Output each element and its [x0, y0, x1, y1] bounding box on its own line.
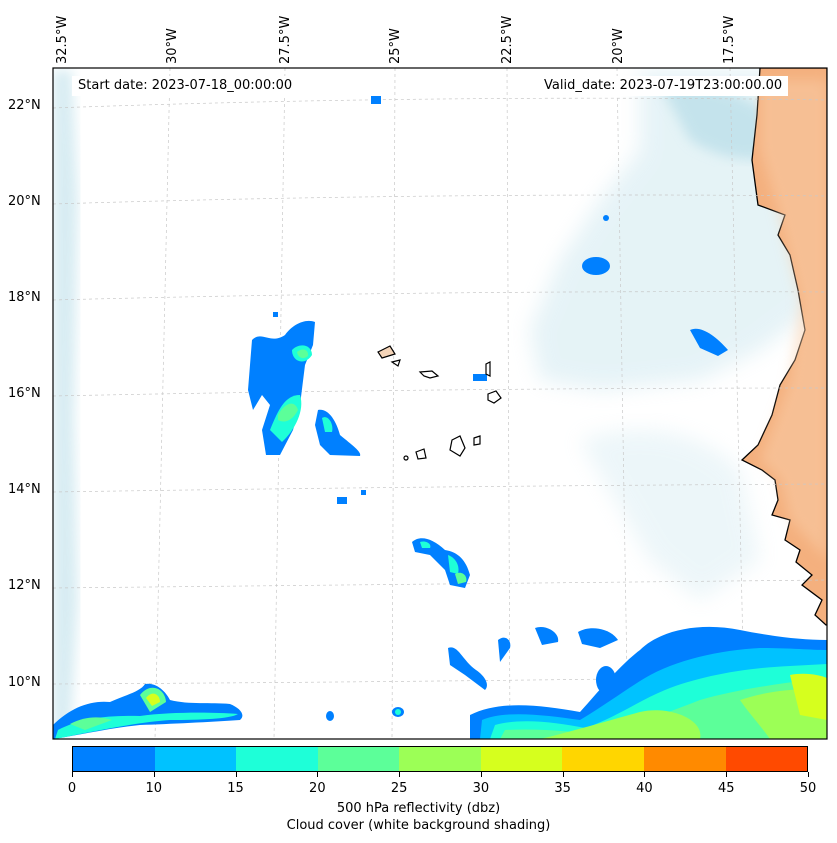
colorbar-tick — [235, 772, 237, 777]
colorbar-tick — [480, 772, 482, 777]
colorbar-segment — [643, 747, 726, 771]
lon-label: 22.5°W — [500, 15, 515, 64]
colorbar-segment — [236, 747, 318, 771]
colorbar-tick — [399, 772, 401, 777]
colorbar-label: 500 hPa reflectivity (dbz) — [336, 801, 501, 816]
colorbar-tick-label: 35 — [554, 781, 571, 796]
lon-label: 27.5°W — [278, 15, 293, 64]
colorbar-tick — [644, 772, 646, 777]
colorbar-tick-label: 30 — [472, 781, 490, 796]
reflectivity-cells — [53, 96, 827, 739]
colorbar — [72, 746, 808, 772]
colorbar-segment — [317, 747, 400, 771]
lon-label: 25°W — [388, 28, 403, 64]
colorbar-segment — [399, 747, 481, 771]
colorbar-segment — [562, 747, 644, 771]
colorbar-segment — [154, 747, 237, 771]
colorbar-tick — [562, 772, 564, 777]
colorbar-sublabel: Cloud cover (white background shading) — [286, 818, 551, 833]
lat-label: 14°N — [8, 482, 41, 497]
lon-label: 20°W — [611, 28, 626, 64]
lat-label: 10°N — [8, 675, 41, 690]
lon-label: 32.5°W — [55, 15, 70, 64]
colorbar-tick — [153, 772, 155, 777]
colorbar-tick-label: 45 — [717, 781, 735, 796]
colorbar-tick-label: 20 — [309, 781, 326, 796]
colorbar-tick — [72, 772, 73, 777]
colorbar-tick — [317, 772, 319, 777]
colorbar-tick-label: 50 — [799, 781, 817, 796]
colorbar-tick — [808, 772, 809, 777]
land-texture — [760, 80, 827, 560]
lon-label: 17.5°W — [722, 15, 737, 64]
lat-label: 22°N — [8, 98, 41, 113]
lat-label: 12°N — [8, 578, 41, 593]
lat-label: 20°N — [8, 194, 41, 209]
lon-label: 30°W — [165, 28, 180, 64]
lat-label: 18°N — [8, 290, 41, 305]
colorbar-segment — [73, 747, 155, 771]
colorbar-segment — [725, 747, 808, 771]
colorbar-tick — [726, 772, 728, 777]
start-date-label: Start date: 2023-07-18_00:00:00 — [72, 76, 299, 96]
colorbar-segment — [480, 747, 563, 771]
cape-verde-islands — [377, 345, 502, 461]
map-frame — [52, 67, 828, 740]
colorbar-tick-label: 0 — [67, 781, 77, 796]
colorbar-tick-label: 15 — [227, 781, 244, 796]
valid-date-label: Valid_date: 2023-07-19T23:00:00.00 — [538, 76, 789, 96]
lat-label: 16°N — [8, 386, 41, 401]
colorbar-tick-label: 25 — [390, 781, 408, 796]
graticule — [53, 68, 827, 739]
colorbar-tick-label: 10 — [145, 781, 163, 796]
colorbar-tick-label: 40 — [636, 781, 653, 796]
